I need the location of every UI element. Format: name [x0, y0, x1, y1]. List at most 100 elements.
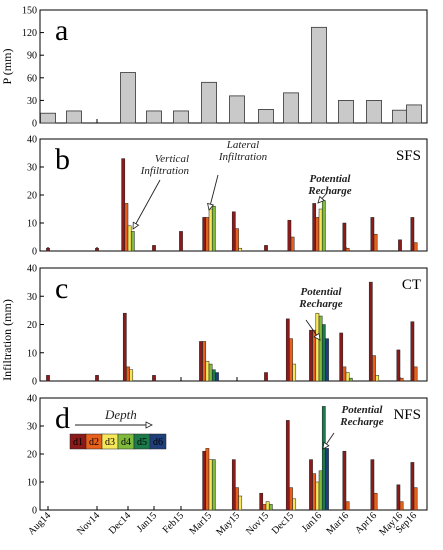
y-tick-label: 0	[32, 247, 37, 258]
potential-recharge-label-c: Potential Recharge	[298, 286, 343, 310]
infiltration-bar-d1	[202, 217, 207, 252]
infiltration-bar-d3	[129, 369, 134, 382]
infiltration-bar-d3	[265, 501, 270, 511]
precip-bar	[173, 110, 189, 124]
x-tick-label: Aug14	[26, 510, 53, 537]
y-tick-label: 10	[27, 219, 37, 230]
annotation-arrowhead	[322, 441, 330, 450]
y-axis-label: P (mm)	[0, 49, 14, 85]
y-tick-label: 30	[27, 163, 37, 174]
infiltration-bar-d1	[202, 450, 207, 511]
infiltration-bar-d2	[205, 448, 210, 511]
y-tick-label: 40	[27, 394, 37, 405]
infiltration-bar-d3	[315, 312, 320, 382]
infiltration-bar-d1	[46, 247, 50, 252]
infiltration-bar-d2	[413, 366, 418, 382]
infiltration-bar-d1	[152, 245, 156, 252]
infiltration-bar-d2	[290, 236, 295, 252]
y-tick-label: 10	[27, 478, 37, 489]
infiltration-bar-d1	[285, 420, 290, 511]
x-tick-label: Dec14	[107, 510, 133, 536]
x-tick-label: Jan15	[135, 510, 159, 534]
infiltration-bar-d2	[345, 247, 350, 252]
infiltration-bar-d1	[231, 211, 236, 252]
infiltration-bar-d4	[268, 504, 273, 511]
infiltration-bar-d6	[215, 372, 219, 382]
y-tick-label: 30	[27, 96, 37, 107]
legend-label-d6: d6	[153, 437, 163, 448]
infiltration-bar-d4	[321, 200, 326, 252]
infiltration-bar-d2	[205, 217, 210, 252]
panel-b: 0 10 20 30 40 b SFS	[27, 135, 428, 258]
legend-label-d3: d3	[105, 437, 115, 448]
annotation-arrowhead	[145, 421, 153, 429]
infiltration-bar-d1	[264, 245, 268, 252]
infiltration-bar-d1	[342, 222, 347, 252]
infiltration-bar-d1	[370, 459, 375, 511]
infiltration-bar-d2	[373, 492, 378, 511]
panel-c: 0 10 20 30 40 c CT	[27, 264, 428, 388]
infiltration-bar-d2	[124, 203, 129, 252]
y-tick-label: 0	[32, 377, 37, 388]
precip-bar	[283, 92, 299, 124]
precip-bar	[338, 100, 354, 124]
x-tick-label: May15	[214, 510, 242, 538]
infiltration-bar-d2	[342, 366, 347, 382]
panel-d: 0 10 20 30 40 d NFS	[27, 394, 428, 517]
infiltration-bar-d1	[122, 312, 127, 382]
legend-label-d2: d2	[89, 437, 99, 448]
y-tick-label: 0	[32, 506, 37, 517]
infiltration-bar-d3	[238, 495, 243, 511]
panels: 0 30 60 90 120 150 a P (mm) 0 10 20 30 40 b SFS 0 10 20 30…	[0, 6, 428, 517]
panel-a: 0 30 60 90 120 150 a P (mm)	[0, 6, 428, 130]
y-tick-label: 150	[22, 6, 37, 17]
precip-bar	[40, 112, 56, 124]
infiltration-bar-d2	[399, 501, 404, 511]
infiltration-bar-d2	[399, 377, 404, 382]
infiltration-bar-d6	[325, 338, 329, 382]
infiltration-bar-d1	[95, 247, 99, 252]
y-tick-label: 60	[27, 73, 37, 84]
vertical-infiltration-label: Vertical Infiltration	[140, 153, 190, 177]
infiltration-bar-d6	[325, 448, 329, 511]
annotation-arrowhead	[132, 221, 140, 230]
infiltration-bar-d1	[396, 484, 401, 511]
y-tick-label: 40	[27, 264, 37, 275]
annotation-arrow	[132, 179, 161, 230]
infiltration-bar-d3	[208, 208, 213, 252]
infiltration-bar-d1	[179, 231, 183, 252]
infiltration-bar-d2	[413, 242, 418, 252]
y-tick-label: 0	[32, 119, 37, 130]
infiltration-bar-d1	[396, 349, 401, 382]
y-tick-label: 20	[27, 450, 37, 461]
infiltration-bar-d1	[121, 158, 126, 252]
infiltration-bar-d3	[205, 360, 210, 382]
infiltration-bar-d3	[292, 363, 297, 382]
infiltration-bar-d4	[208, 363, 213, 382]
infiltration-bar-d1	[368, 281, 373, 382]
infiltration-bar-d3	[238, 247, 243, 252]
annotation-arrowhead	[207, 202, 215, 211]
infiltration-bar-d3	[315, 481, 320, 511]
y-tick-label: 10	[27, 348, 37, 359]
legend-label-d1: d1	[73, 437, 83, 448]
infiltration-bar-d5	[321, 324, 326, 382]
infiltration-bar-d1	[264, 372, 268, 382]
infiltration-bar-d3	[345, 372, 350, 382]
infiltration-bar-d4	[318, 470, 323, 511]
precip-bar	[406, 104, 422, 124]
infiltration-bar-d2	[235, 487, 239, 511]
infiltration-bar-d5	[211, 369, 216, 382]
panel-letter: a	[55, 14, 68, 47]
y-tick-label: 20	[27, 320, 37, 331]
x-tick-label: Jan16	[300, 510, 324, 534]
infiltration-bar-d2	[345, 501, 350, 511]
infiltration-bar-d4	[211, 205, 216, 252]
infiltration-bar-d3	[292, 498, 297, 511]
y-tick-label: 30	[27, 422, 37, 433]
precip-bar	[146, 110, 162, 124]
site-label: NFS	[393, 407, 421, 423]
infiltration-bar-d4	[130, 231, 135, 252]
infiltration-bar-d1	[259, 492, 264, 511]
infiltration-bar-d2	[289, 487, 293, 511]
